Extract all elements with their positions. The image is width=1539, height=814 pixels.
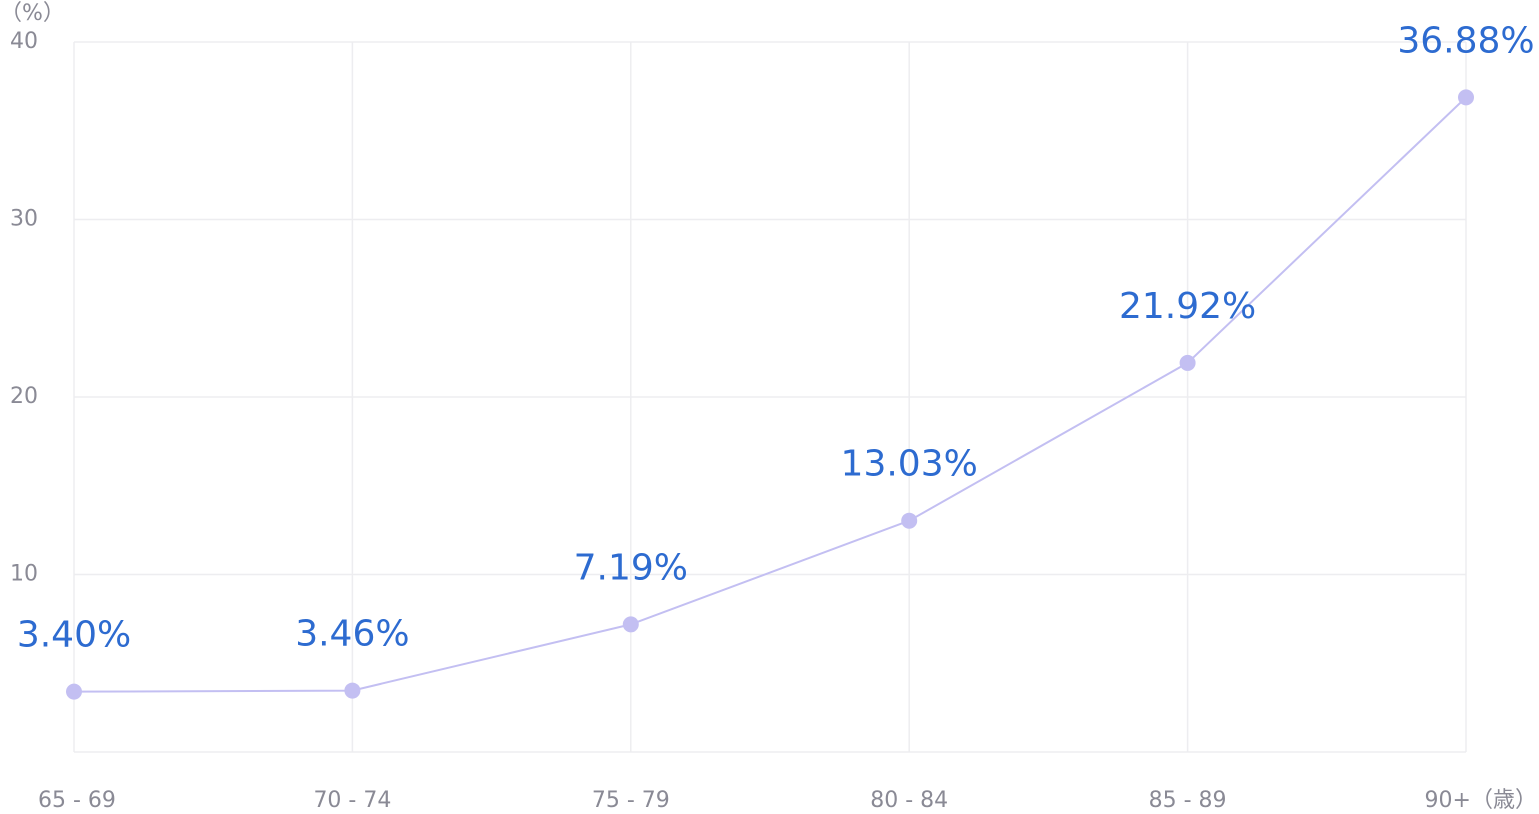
x-tick-label: 65 - 69 — [38, 788, 116, 813]
value-label: 7.19% — [574, 547, 688, 588]
y-tick-label: 30 — [10, 207, 38, 232]
x-tick-label: 85 - 89 — [1149, 788, 1227, 813]
y-tick-label: 10 — [10, 562, 38, 587]
value-label: 3.46% — [295, 614, 409, 655]
value-label: 13.03% — [841, 444, 978, 485]
x-tick-label: 75 - 79 — [592, 788, 670, 813]
x-tick-label: 70 - 74 — [313, 788, 391, 813]
x-axis-title: （歳） — [1471, 788, 1537, 813]
y-tick-label: 40 — [10, 29, 38, 54]
y-tick-label: 20 — [10, 384, 38, 409]
value-label: 3.40% — [17, 615, 131, 656]
value-label: 21.92% — [1119, 286, 1256, 327]
point — [344, 682, 361, 699]
x-tick-label: 90+ — [1425, 788, 1471, 813]
line — [73, 96, 1467, 693]
value-label: 36.88% — [1397, 20, 1534, 61]
x-tick-label: 80 - 84 — [870, 788, 948, 813]
point — [66, 683, 82, 700]
point — [1458, 89, 1474, 106]
point — [622, 616, 639, 633]
point — [1179, 354, 1196, 371]
point — [901, 512, 918, 529]
y-axis-title: （%） — [0, 1, 65, 26]
